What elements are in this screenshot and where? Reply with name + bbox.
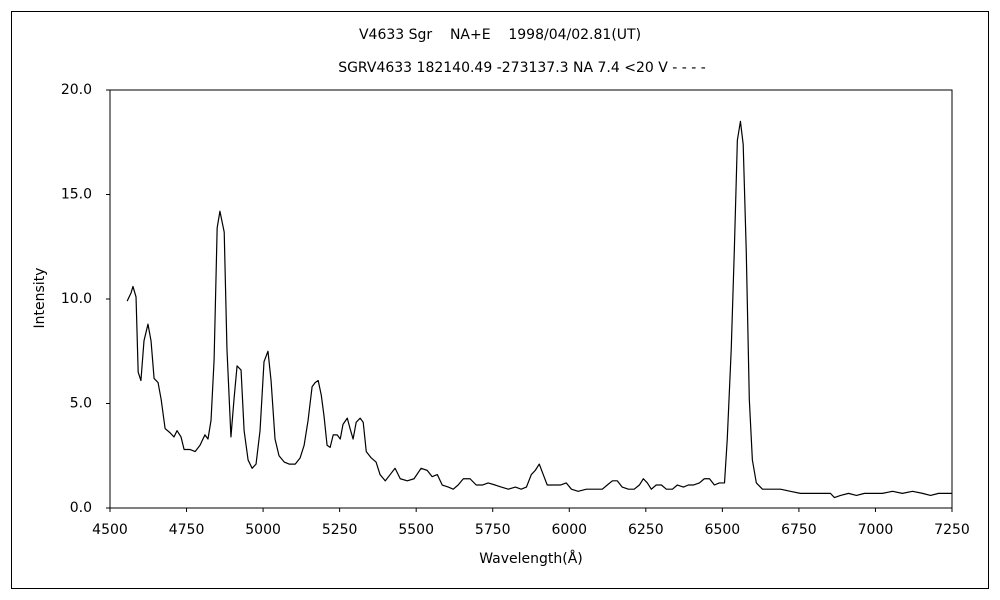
x-tick-label: 6000	[551, 522, 587, 538]
x-tick-label: 5000	[245, 522, 281, 538]
y-tick-label: 15.0	[61, 187, 92, 203]
x-axis-title: Wavelength(Å)	[479, 550, 583, 567]
x-tick-label: 5750	[475, 522, 511, 538]
y-tick-label: 20.0	[61, 82, 92, 98]
x-tick-label: 4750	[169, 522, 205, 538]
x-tick-label: 4500	[92, 522, 128, 538]
x-tick-label: 6250	[628, 522, 664, 538]
chart-title: V4633 Sgr NA+E 1998/04/02.81(UT)	[359, 27, 641, 43]
y-tick-label: 10.0	[61, 291, 92, 307]
x-tick-label: 5500	[398, 522, 434, 538]
y-tick-label: 0.0	[70, 500, 92, 516]
y-tick-label: 5.0	[70, 396, 92, 412]
x-tick-label: 6750	[781, 522, 817, 538]
x-tick-label: 5250	[322, 522, 358, 538]
plot-area	[109, 89, 953, 509]
x-tick-label: 7250	[934, 522, 970, 538]
spectrum-line	[126, 120, 952, 499]
x-tick-label: 7000	[858, 522, 894, 538]
x-tick-label: 6500	[705, 522, 741, 538]
chart-subtitle: SGRV4633 182140.49 -273137.3 NA 7.4 <20 …	[338, 60, 706, 76]
y-axis-title: Intensity	[32, 268, 48, 329]
